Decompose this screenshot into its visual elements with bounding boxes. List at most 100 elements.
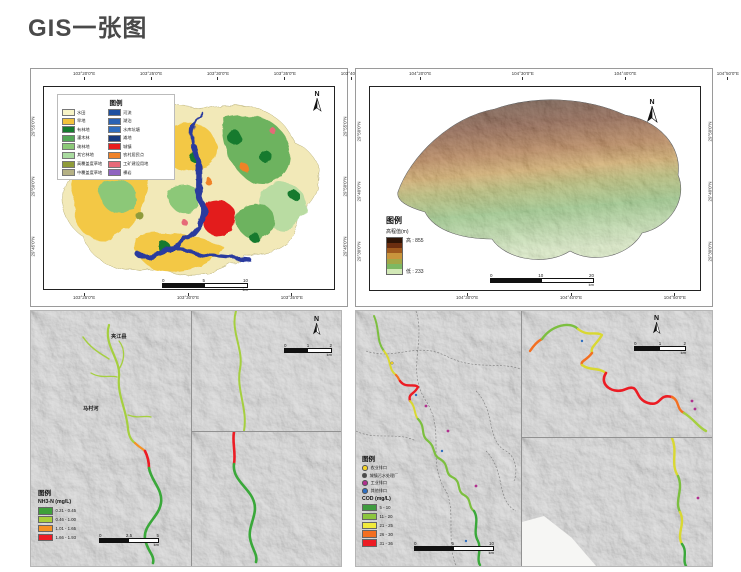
cod-scalebar: 0 5 10 km	[414, 541, 494, 556]
nh3n-legend: 图例 NH3-N (mg/L) 0.21 - 0.45 0.46 - 1.00 …	[38, 487, 76, 542]
landuse-bottom-coords: 103°25'0"E 103°30'0"E 103°35'0"E	[73, 293, 303, 300]
legend-item: 旱地	[62, 117, 102, 125]
lat-label: 29°50'0"N	[707, 121, 713, 142]
legend-swatch	[62, 109, 75, 116]
legend-item: 水库坑塘	[108, 126, 148, 134]
lat-label: 29°55'0"N	[30, 116, 36, 137]
legend-item: 21 - 25	[362, 521, 398, 530]
legend-swatch	[108, 109, 122, 116]
elevation-low: 低 : 233	[406, 269, 424, 275]
legend-item: 有林地	[62, 126, 102, 134]
landuse-top-coords: 103°20'0"E 103°25'0"E 103°30'0"E 103°35'…	[43, 71, 393, 80]
legend-param: COD (mg/L)	[362, 495, 391, 502]
cod-inset-bottom[interactable]	[522, 438, 712, 566]
cod-map-panel: 图例 农业排口 城镇污水处理厂 工业排口 其他排口 COD (mg/L) 5 -…	[355, 310, 713, 567]
north-arrow-icon	[653, 322, 661, 334]
legend-title: 图例	[109, 100, 123, 107]
legend-swatch	[108, 134, 122, 142]
legend-swatch	[62, 143, 75, 151]
legend-subtitle: 高程值(m)	[386, 229, 409, 235]
landuse-map-panel: 103°20'0"E 103°25'0"E 103°30'0"E 103°35'…	[30, 68, 363, 307]
legend-item: 裸岩	[108, 169, 148, 177]
dem-legend: 图例 高程值(m) 高 : 855 低 : 233	[386, 215, 424, 275]
north-arrow: N	[652, 315, 661, 335]
legend-item: 11 - 20	[362, 512, 398, 521]
cod-main-map[interactable]: 图例 农业排口 城镇污水处理厂 工业排口 其他排口 COD (mg/L) 5 -…	[356, 311, 522, 566]
dem-scalebar: 0 10 20 km	[490, 273, 594, 288]
legend-item: 其它林地	[62, 151, 102, 159]
dem-map-panel: 104°20'0"E 104°30'0"E 104°40'0"E 104°50'…	[355, 68, 739, 307]
cod-inset-bottom-art	[522, 438, 712, 566]
legend-item: 河流	[108, 109, 148, 116]
legend-item: 疏林地	[62, 143, 102, 151]
legend-item: 1.66 - 1.93	[38, 533, 76, 542]
legend-swatch	[62, 169, 75, 177]
nh3n-inset-bottom[interactable]	[192, 432, 341, 566]
elevation-high: 高 : 855	[406, 238, 424, 244]
legend-swatch	[108, 151, 122, 159]
legend-item: 中覆盖度草地	[62, 169, 102, 177]
legend-item: 0.46 - 1.00	[38, 515, 76, 524]
dem-map-art	[397, 99, 682, 260]
lat-label: 29°50'0"N	[356, 121, 362, 142]
landuse-map-canvas[interactable]: 图例 水田 旱地 有林地 灌木林 疏林地 其它林地 高覆盖度草地 中覆盖度草地 …	[43, 86, 335, 293]
legend-swatch	[108, 117, 122, 125]
nh3n-map-panel: 夹江县 马村河 图例 NH3-N (mg/L) 0.21 - 0.45 0.46…	[30, 310, 342, 567]
legend-item: 城镇	[108, 143, 148, 151]
legend-swatch	[62, 134, 75, 142]
lat-label: 29°45'0"N	[342, 236, 348, 257]
lat-label: 29°40'0"N	[707, 181, 713, 202]
legend-item: 5 - 10	[362, 503, 398, 512]
north-arrow-icon	[313, 98, 322, 112]
landuse-legend-col-right: 河流 湖泊 水库坑塘 滩地 城镇 农村居民点 工矿建设用地 裸岩	[108, 109, 148, 177]
legend-item: 26 - 30	[362, 530, 398, 538]
nh3n-main-art	[31, 311, 191, 566]
legend-point-item: 城镇污水处理厂	[362, 473, 398, 479]
landuse-scalebar: 0 5 10 km	[162, 278, 248, 293]
cod-legend: 图例 农业排口 城镇污水处理厂 工业排口 其他排口 COD (mg/L) 5 -…	[362, 453, 398, 547]
page-title: GIS一张图	[28, 15, 148, 42]
legend-param: NH3-N (mg/L)	[38, 499, 72, 505]
legend-swatch	[108, 169, 122, 177]
legend-point-item: 工业排口	[362, 480, 398, 486]
lat-label: 29°40'0"N	[356, 181, 362, 202]
legend-item: 农村居民点	[108, 151, 148, 159]
landuse-legend: 图例 水田 旱地 有林地 灌木林 疏林地 其它林地 高覆盖度草地 中覆盖度草地 …	[57, 94, 175, 181]
legend-swatch	[62, 117, 75, 125]
north-arrow-icon	[313, 323, 321, 335]
lat-label: 29°50'0"N	[30, 176, 36, 197]
legend-swatch	[62, 126, 75, 134]
legend-title: 图例	[38, 490, 51, 497]
legend-point-item: 农业排口	[362, 465, 398, 471]
legend-item: 1.01 - 1.65	[38, 524, 76, 533]
north-arrow-icon	[647, 106, 658, 123]
legend-swatch	[62, 151, 75, 159]
river-label: 马村河	[83, 406, 99, 412]
dem-bottom-coords: 104°30'0"E 104°40'0"E 104°50'0"E	[456, 293, 686, 300]
lat-label: 29°45'0"N	[30, 236, 36, 257]
legend-item: 高覆盖度草地	[62, 160, 102, 168]
elevation-ramp	[386, 237, 403, 275]
nh3n-scalebar: 0 2.5 5 km	[99, 533, 159, 548]
nh3n-inset-bottom-art	[192, 432, 341, 566]
nh3n-main-map[interactable]: 夹江县 马村河 图例 NH3-N (mg/L) 0.21 - 0.45 0.46…	[31, 311, 192, 566]
dem-map-canvas[interactable]: N 图例 高程值(m) 高 : 855	[369, 86, 701, 291]
legend-item: 水田	[62, 109, 102, 116]
legend-item: 31 - 36	[362, 539, 398, 547]
cod-main-art	[356, 311, 521, 566]
lat-label: 29°30'0"N	[356, 241, 362, 262]
lat-label: 29°55'0"N	[342, 116, 348, 137]
dem-top-coords: 104°20'0"E 104°30'0"E 104°40'0"E 104°50'…	[369, 71, 741, 80]
north-arrow: N	[312, 91, 322, 113]
legend-swatch	[62, 160, 75, 168]
lat-label: 29°50'0"N	[342, 176, 348, 197]
legend-point-item: 其他排口	[362, 488, 398, 494]
lat-label: 29°30'0"N	[707, 241, 713, 262]
legend-title: 图例	[362, 456, 375, 463]
north-arrow: N	[646, 99, 658, 124]
